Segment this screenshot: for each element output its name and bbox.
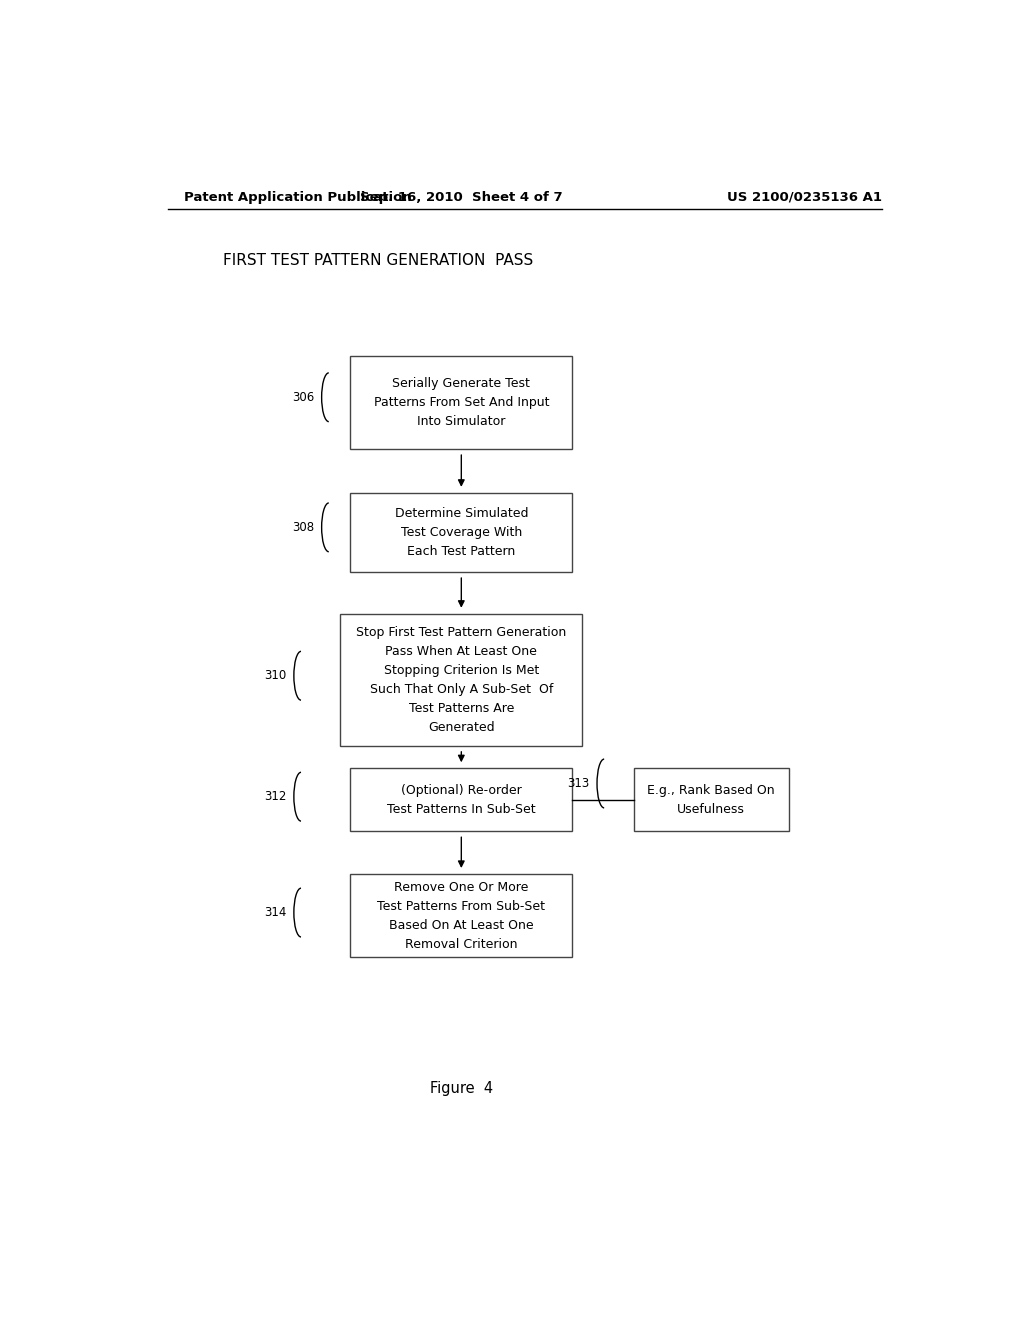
FancyBboxPatch shape [350,492,572,572]
Text: 312: 312 [264,791,287,803]
Text: (Optional) Re-order
Test Patterns In Sub-Set: (Optional) Re-order Test Patterns In Sub… [387,784,536,816]
Text: 310: 310 [264,669,287,682]
Text: 308: 308 [293,521,314,533]
Text: Sep. 16, 2010  Sheet 4 of 7: Sep. 16, 2010 Sheet 4 of 7 [360,190,562,203]
Text: 313: 313 [567,777,590,789]
Text: Remove One Or More
Test Patterns From Sub-Set
Based On At Least One
Removal Crit: Remove One Or More Test Patterns From Su… [377,880,546,950]
Text: 306: 306 [292,391,314,404]
Text: Figure  4: Figure 4 [430,1081,493,1096]
Text: Stop First Test Pattern Generation
Pass When At Least One
Stopping Criterion Is : Stop First Test Pattern Generation Pass … [356,626,566,734]
Text: Determine Simulated
Test Coverage With
Each Test Pattern: Determine Simulated Test Coverage With E… [394,507,528,558]
Text: FIRST TEST PATTERN GENERATION  PASS: FIRST TEST PATTERN GENERATION PASS [223,252,534,268]
FancyBboxPatch shape [340,614,583,746]
FancyBboxPatch shape [350,874,572,957]
Text: 314: 314 [264,906,287,919]
Text: E.g., Rank Based On
Usefulness: E.g., Rank Based On Usefulness [647,784,775,816]
FancyBboxPatch shape [634,768,788,832]
Text: US 2100/0235136 A1: US 2100/0235136 A1 [727,190,882,203]
FancyBboxPatch shape [350,355,572,449]
Text: Serially Generate Test
Patterns From Set And Input
Into Simulator: Serially Generate Test Patterns From Set… [374,376,549,428]
Text: Patent Application Publication: Patent Application Publication [183,190,412,203]
FancyBboxPatch shape [350,768,572,832]
